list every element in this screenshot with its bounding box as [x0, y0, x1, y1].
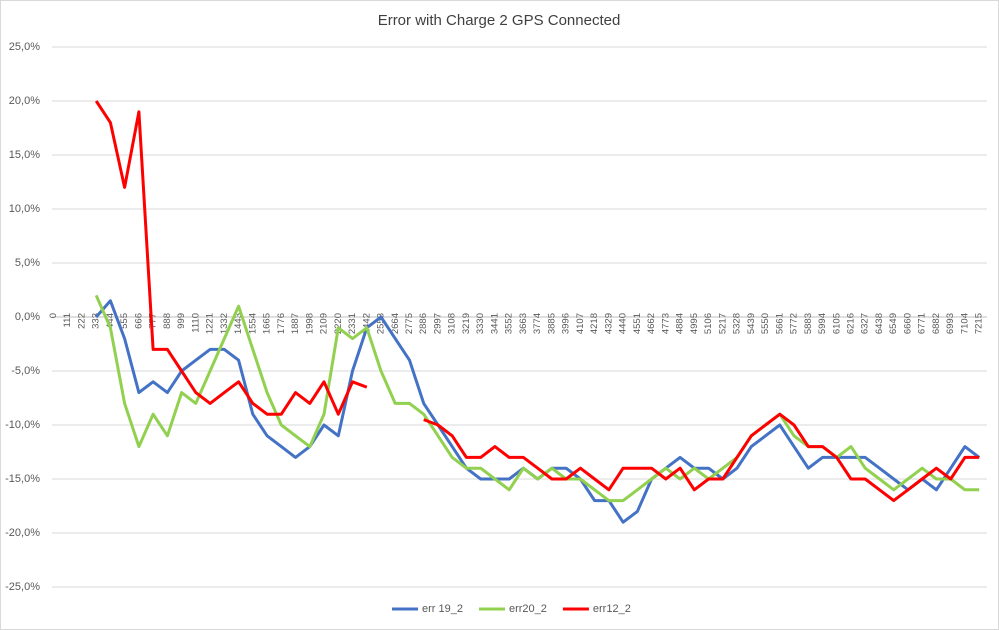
x-tick-label: 1221	[205, 313, 216, 334]
chart-title: Error with Charge 2 GPS Connected	[378, 12, 621, 29]
x-tick-label: 2775	[404, 313, 415, 334]
x-tick-label: 6327	[860, 313, 871, 334]
x-tick-label: 4773	[660, 313, 671, 334]
y-tick-label: -10,0%	[5, 419, 40, 431]
x-tick-label: 3552	[504, 313, 515, 334]
x-tick-label: 1998	[304, 313, 315, 334]
x-tick-label: 3330	[475, 313, 486, 334]
x-tick-label: 7215	[974, 313, 985, 334]
x-tick-label: 3663	[518, 313, 529, 334]
x-tick-label: 2442	[361, 313, 372, 334]
x-tick-label: 888	[162, 313, 173, 329]
x-tick-label: 2553	[376, 313, 387, 334]
y-tick-label: 5,0%	[15, 257, 40, 269]
x-tick-label: 1554	[247, 313, 258, 334]
y-tick-label: -15,0%	[5, 473, 40, 485]
x-tick-label: 2109	[319, 313, 330, 334]
y-tick-label: -25,0%	[5, 581, 40, 593]
x-tick-label: 5328	[732, 313, 743, 334]
x-tick-label: 6993	[945, 313, 956, 334]
x-tick-label: 4884	[675, 313, 686, 334]
x-tick-label: 111	[62, 313, 73, 327]
x-tick-label: 3774	[532, 313, 543, 334]
x-tick-label: 6882	[931, 313, 942, 334]
x-tick-label: 2220	[333, 313, 344, 334]
legend-label: err12_2	[593, 603, 631, 615]
x-tick-label: 333	[91, 313, 102, 329]
x-tick-label: 5994	[817, 313, 828, 334]
x-tick-label: 7104	[959, 313, 970, 334]
x-tick-label: 2997	[432, 313, 443, 334]
legend-label: err 19_2	[422, 603, 463, 615]
x-tick-label: 4551	[632, 313, 643, 334]
x-tick-label: 3108	[447, 313, 458, 334]
x-tick-label: 5883	[803, 313, 814, 334]
y-tick-label: 0,0%	[15, 311, 40, 323]
x-tick-label: 6216	[846, 313, 857, 334]
x-tick-label: 4107	[575, 313, 586, 334]
x-tick-label: 2664	[390, 313, 401, 334]
x-tick-label: 1443	[233, 313, 244, 334]
x-tick-label: 4218	[589, 313, 600, 334]
x-tick-label: 444	[105, 313, 116, 329]
x-tick-label: 6438	[874, 313, 885, 334]
x-tick-label: 1332	[219, 313, 230, 334]
x-tick-label: 3441	[489, 313, 500, 334]
x-tick-label: 6660	[902, 313, 913, 334]
legend-label: err20_2	[509, 603, 547, 615]
x-tick-label: 222	[76, 313, 87, 329]
x-tick-label: 1776	[276, 313, 287, 334]
x-tick-label: 3996	[561, 313, 572, 334]
x-tick-label: 4329	[603, 313, 614, 334]
x-tick-label: 1887	[290, 313, 301, 334]
x-tick-label: 3219	[461, 313, 472, 334]
x-tick-label: 4440	[618, 313, 629, 334]
x-tick-label: 1110	[190, 313, 201, 333]
x-tick-label: 4995	[689, 313, 700, 334]
y-tick-label: 10,0%	[9, 203, 40, 215]
x-tick-label: 777	[148, 313, 159, 329]
x-tick-label: 5106	[703, 313, 714, 334]
y-tick-label: 15,0%	[9, 149, 40, 161]
x-tick-label: 5217	[717, 313, 728, 334]
series-line	[94, 100, 980, 503]
x-tick-label: 5550	[760, 313, 771, 334]
x-tick-label: 999	[176, 313, 187, 329]
y-tick-label: 20,0%	[9, 95, 40, 107]
x-tick-label: 2886	[418, 313, 429, 334]
y-tick-label: 25,0%	[9, 41, 40, 53]
x-tick-label: 4662	[646, 313, 657, 334]
y-tick-label: -5,0%	[11, 365, 40, 377]
x-tick-label: 3885	[546, 313, 557, 334]
x-tick-label: 6549	[888, 313, 899, 334]
x-tick-label: 0	[48, 313, 59, 318]
x-tick-label: 5439	[746, 313, 757, 334]
x-tick-label: 555	[119, 313, 130, 329]
x-tick-label: 5772	[789, 313, 800, 334]
x-tick-label: 5661	[774, 313, 785, 334]
x-tick-label: 1665	[262, 313, 273, 334]
y-tick-label: -20,0%	[5, 527, 40, 539]
x-tick-label: 666	[133, 313, 144, 329]
x-tick-label: 2331	[347, 313, 358, 334]
x-tick-label: 6105	[831, 313, 842, 334]
x-tick-label: 6771	[917, 313, 928, 334]
